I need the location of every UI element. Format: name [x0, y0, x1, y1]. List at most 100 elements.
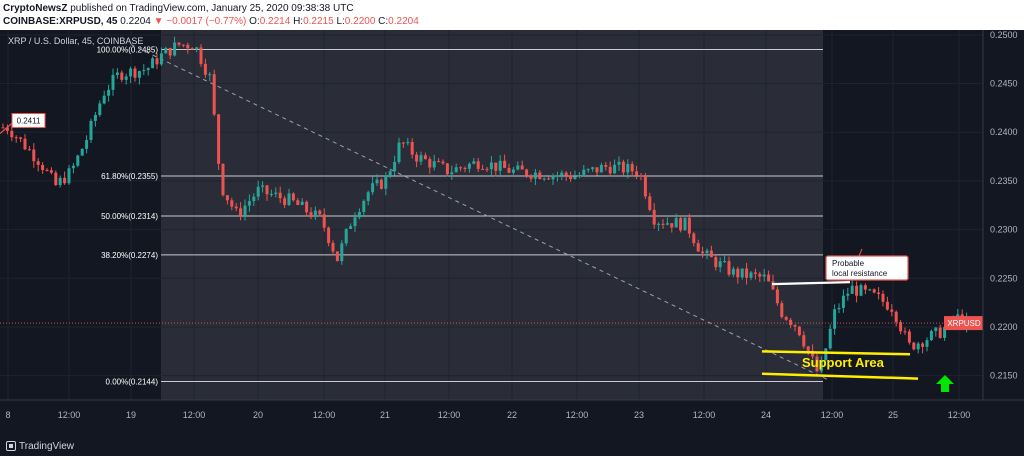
- time-tick-label: 12:00: [566, 410, 589, 420]
- candle-body: [181, 44, 185, 46]
- candle-body: [107, 89, 111, 96]
- candle-body: [322, 214, 326, 228]
- candle-body: [410, 142, 414, 155]
- candle-body: [780, 303, 784, 317]
- candle-body: [133, 68, 137, 78]
- candle-body: [340, 243, 344, 262]
- close-label: C:: [378, 16, 389, 27]
- price-chart[interactable]: 100.00%(0.2485) 61.80%(0.2355) 50.00%(0.23…: [0, 30, 1024, 436]
- candle-body: [419, 155, 423, 162]
- candle-body: [327, 227, 331, 243]
- candle-body: [335, 251, 339, 262]
- candle-body: [406, 142, 410, 144]
- time-tick-label: 22: [507, 410, 517, 420]
- candle-body: [626, 163, 630, 173]
- candle-body: [331, 242, 335, 252]
- candle-body: [375, 179, 379, 184]
- candle-body: [560, 172, 564, 176]
- candle-body: [841, 295, 845, 308]
- candle-body: [485, 168, 489, 170]
- time-tick-label: 19: [126, 410, 136, 420]
- tradingview-logo[interactable]: TradingView: [6, 441, 74, 452]
- candle-body: [903, 331, 907, 333]
- candle-body: [494, 162, 498, 171]
- candle-body: [687, 217, 691, 234]
- candle-body: [516, 165, 520, 170]
- time-tick-label: 8: [5, 410, 10, 420]
- candle-body: [630, 163, 634, 172]
- open-value: 0.2214: [259, 16, 291, 27]
- candle-body: [731, 268, 735, 275]
- candle-body: [357, 211, 361, 218]
- candle-body: [617, 161, 621, 165]
- grid: [0, 30, 983, 400]
- time-scale-ticks: 8 12:00 19 12:00 20 12:00 21 12:00 22 12:00 23 12:0…: [5, 410, 970, 420]
- candle-body: [239, 208, 243, 216]
- candle-body: [868, 289, 872, 291]
- candle-body: [727, 261, 731, 275]
- candle-body: [89, 120, 93, 140]
- candle-body: [806, 346, 810, 351]
- time-tick-label: 20: [253, 410, 263, 420]
- candle-body: [648, 196, 652, 210]
- candle-body: [120, 72, 124, 80]
- candle-body: [674, 218, 678, 228]
- publisher-name[interactable]: CryptoNewsZ: [3, 3, 68, 14]
- candle-body: [291, 193, 295, 201]
- candle-body: [309, 212, 313, 218]
- price-scale[interactable]: [983, 30, 1024, 400]
- candle-body: [833, 309, 837, 329]
- fib-level-label: 50.00%(0.2314): [101, 212, 158, 221]
- candle-body: [423, 155, 427, 160]
- candle-body: [274, 192, 278, 195]
- candle-body: [881, 293, 885, 302]
- candle-body: [208, 74, 212, 76]
- candle-body: [256, 186, 260, 197]
- candle-body: [621, 161, 625, 173]
- symbol-line: COINBASE:XRPUSD, 45 0.2204 ▼ −0.0017 (−0…: [3, 16, 419, 27]
- symbol-tag-box: [944, 316, 984, 331]
- candle-body: [850, 285, 854, 294]
- time-tick-label: 12:00: [948, 410, 971, 420]
- candle-body: [753, 272, 757, 274]
- price-tick-label: 0.2450: [990, 79, 1018, 89]
- candle-body: [1, 127, 5, 129]
- time-tick-label: 12:00: [821, 410, 844, 420]
- candle-body: [683, 217, 687, 231]
- candle-body: [362, 200, 366, 212]
- time-tick-label: 12:00: [183, 410, 206, 420]
- candle-body: [98, 103, 102, 116]
- candle-body: [525, 169, 529, 176]
- candle-body: [745, 268, 749, 278]
- candle-body: [353, 217, 357, 227]
- candle-body: [173, 42, 177, 56]
- candle-body: [894, 311, 898, 323]
- candle-body: [819, 360, 823, 372]
- resistance-label-line1: Probable: [832, 259, 865, 268]
- publish-header: CryptoNewsZ published on TradingView.com…: [0, 0, 1024, 30]
- candle-body: [784, 316, 788, 320]
- candle-body: [705, 250, 709, 254]
- candle-body: [344, 229, 348, 244]
- symbol-label: COINBASE:XRPUSD, 45: [3, 16, 118, 27]
- candle-body: [36, 161, 40, 165]
- candle-body: [736, 268, 740, 278]
- candle-body: [278, 192, 282, 199]
- support-line-upper: [761, 350, 911, 356]
- price-tick-label: 0.2300: [990, 225, 1018, 235]
- candle-body: [921, 343, 925, 347]
- candle-body: [186, 44, 190, 49]
- candle-body: [938, 327, 942, 338]
- candle-body: [872, 289, 876, 293]
- candle-body: [608, 166, 612, 174]
- candle-body: [815, 356, 819, 372]
- time-scale[interactable]: [0, 400, 983, 436]
- time-tick-label: 23: [634, 410, 644, 420]
- candle-body: [41, 164, 45, 171]
- candle-body: [467, 163, 471, 169]
- candle-body: [247, 201, 251, 206]
- candle-body: [573, 176, 577, 180]
- candle-body: [577, 174, 581, 177]
- candle-body: [32, 149, 36, 162]
- candle-body: [943, 327, 947, 338]
